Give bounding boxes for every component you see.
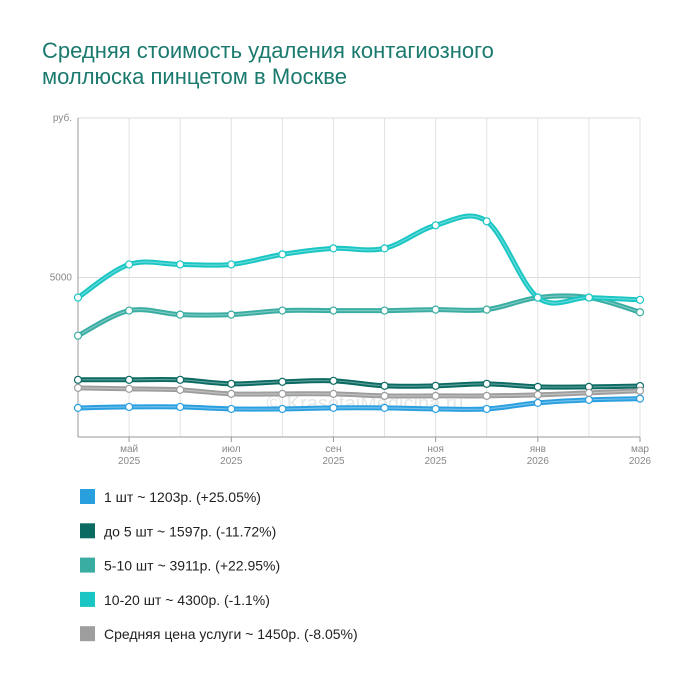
data-point	[431, 221, 440, 230]
x-tick-label: май	[120, 444, 138, 455]
data-point	[329, 389, 338, 398]
data-point	[73, 293, 83, 302]
data-point	[431, 305, 440, 314]
legend-label: 10-20 шт ~ 4300р. (-1.1%)	[104, 592, 270, 608]
data-point	[533, 398, 542, 407]
data-point	[380, 306, 389, 315]
data-point	[584, 293, 594, 302]
legend-label: 5-10 шт ~ 3911р. (+22.95%)	[104, 558, 280, 574]
x-tick-year: 2026	[527, 456, 550, 467]
data-point	[124, 402, 134, 412]
data-point	[73, 403, 83, 413]
data-point	[635, 308, 645, 317]
data-point	[73, 375, 83, 384]
series-line-highlight	[77, 387, 641, 397]
x-tick-label: июл	[222, 444, 241, 455]
legend-label: 1 шт ~ 1203р. (+25.05%)	[104, 489, 261, 505]
series-line	[75, 293, 643, 339]
data-point	[482, 305, 491, 314]
chart-title: Средняя стоимость удаления контагиозного…	[42, 38, 494, 89]
legend-swatch	[80, 626, 95, 642]
data-point	[584, 388, 594, 397]
x-tick-label: мар	[631, 444, 649, 455]
data-point	[635, 394, 645, 403]
y-tick-label: руб.	[53, 112, 72, 124]
data-point	[176, 310, 185, 319]
data-point	[124, 375, 134, 384]
data-point	[431, 404, 440, 414]
x-tick-year: 2025	[220, 456, 243, 467]
data-point	[584, 395, 594, 404]
series-line-highlight	[77, 215, 641, 304]
data-point	[380, 391, 389, 400]
data-point	[227, 389, 236, 398]
data-point	[533, 390, 542, 399]
data-point	[329, 244, 338, 253]
series-line	[75, 385, 643, 399]
data-point	[329, 403, 338, 413]
data-point	[73, 383, 83, 392]
series-line	[75, 213, 643, 306]
data-point	[635, 295, 645, 304]
data-point	[533, 382, 542, 391]
data-point	[176, 260, 185, 269]
legend-swatch	[80, 557, 95, 573]
legend-swatch	[80, 523, 95, 539]
x-tick-label: янв	[530, 444, 546, 455]
data-point	[380, 403, 389, 413]
data-point	[329, 306, 338, 315]
data-point	[227, 404, 236, 414]
y-tick-label: 5000	[50, 273, 73, 284]
series-line-highlight	[77, 295, 641, 337]
data-point	[278, 389, 287, 398]
data-point	[278, 404, 287, 414]
legend-label: до 5 шт ~ 1597р. (-11.72%)	[104, 523, 276, 539]
series-line-highlight	[77, 398, 641, 411]
series-line-highlight	[77, 378, 641, 388]
data-point	[124, 384, 134, 393]
data-point	[73, 331, 83, 340]
data-point	[431, 391, 440, 400]
x-tick-year: 2025	[322, 456, 345, 467]
data-point	[329, 376, 338, 385]
data-point	[176, 385, 185, 394]
data-point	[227, 260, 236, 269]
data-point	[124, 306, 134, 315]
data-point	[482, 404, 491, 414]
legend-swatch	[80, 489, 95, 504]
data-point	[482, 217, 491, 226]
data-point	[227, 379, 236, 388]
data-point	[482, 379, 491, 388]
legend-label: Средняя цена услуги ~ 1450р. (-8.05%)	[104, 626, 358, 642]
x-tick-year: 2026	[629, 456, 652, 467]
data-point	[124, 260, 134, 269]
data-point	[278, 250, 287, 259]
series-line	[75, 396, 643, 412]
x-tick-label: сен	[325, 444, 341, 455]
legend-swatch	[80, 591, 95, 607]
data-point	[533, 293, 542, 302]
x-tick-label: ноя	[427, 444, 444, 455]
data-point	[176, 402, 185, 412]
data-point	[482, 391, 491, 400]
data-point	[380, 244, 389, 253]
x-tick-year: 2025	[425, 456, 448, 467]
data-point	[176, 375, 185, 384]
series-line	[75, 377, 643, 390]
data-point	[278, 377, 287, 386]
x-tick-year: 2025	[118, 456, 141, 467]
data-point	[380, 381, 389, 390]
data-point	[227, 310, 236, 319]
data-point	[431, 381, 440, 390]
data-point	[278, 306, 287, 315]
data-point	[635, 386, 645, 395]
